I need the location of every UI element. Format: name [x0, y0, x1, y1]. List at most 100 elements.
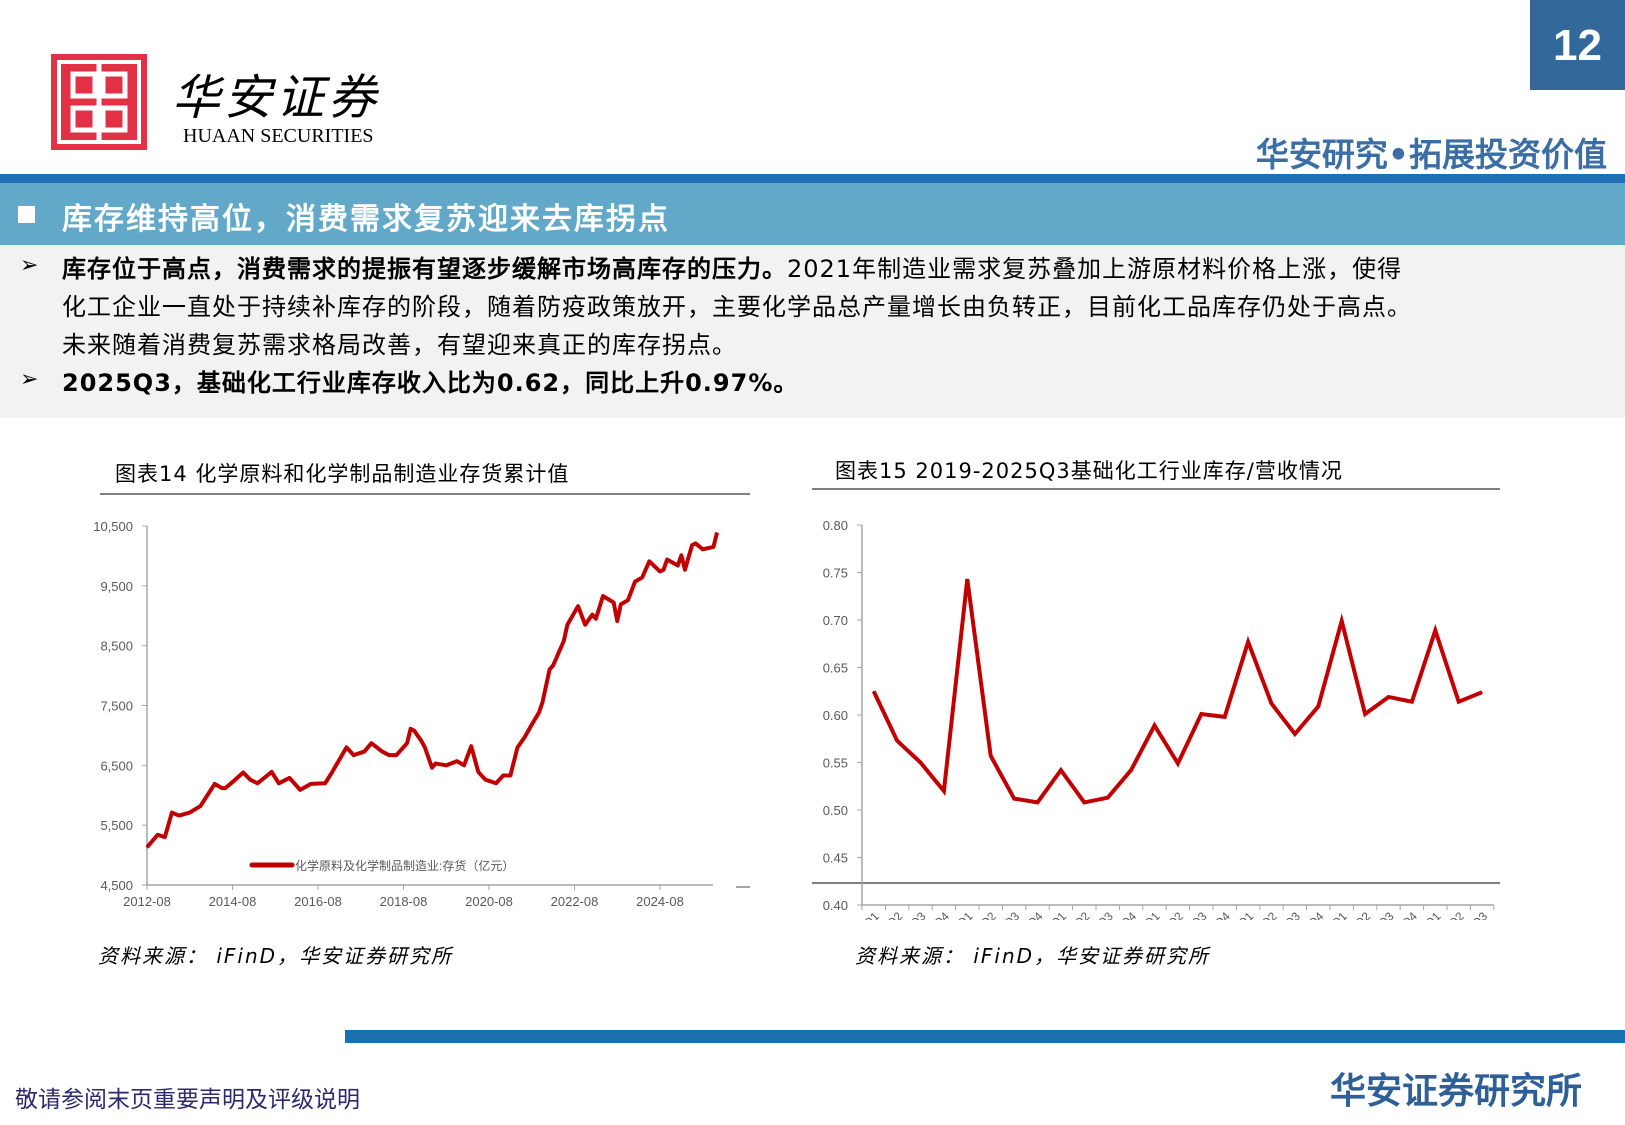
data-point — [584, 624, 586, 626]
data-point — [531, 724, 533, 726]
data-point — [1060, 769, 1062, 771]
data-point — [424, 746, 426, 748]
data-point — [591, 614, 593, 616]
data-point — [477, 771, 479, 773]
data-point — [691, 544, 693, 546]
data-point — [896, 740, 898, 742]
data-point — [1177, 762, 1179, 764]
right-chart-source: 资料来源： iFinD，华安证券研究所 — [855, 944, 1211, 968]
data-point — [634, 581, 636, 583]
footer-disclaimer: 敬请参阅末页重要声明及评级说明 — [15, 1087, 360, 1113]
left-chart: 4,500 5,500 6,500 7,500 8,500 9,500 10,500 2012… — [93, 519, 750, 909]
data-point — [517, 746, 518, 748]
data-point — [677, 564, 679, 566]
data-point — [502, 775, 504, 777]
x-tick-label: 2021Q4 — [1099, 909, 1139, 920]
data-point — [178, 815, 180, 817]
logo-chinese-name: 华安证券 — [172, 70, 381, 126]
data-point — [1154, 724, 1155, 726]
x-tick-label: 2020-08 — [465, 894, 513, 909]
x-tick-label: 2020Q1 — [935, 909, 975, 920]
y-tick-label: 0.65 — [823, 661, 848, 676]
left-chart-title: 图表14 化学原料和化学制品制造业存货累计值 — [115, 462, 570, 486]
y-tick-label: 0.60 — [823, 708, 848, 723]
y-tick-label: 0.50 — [823, 803, 848, 818]
data-point — [199, 805, 201, 807]
left-chart-title-rule — [100, 493, 750, 495]
data-point — [641, 576, 643, 578]
data-point — [289, 777, 290, 779]
data-point — [1317, 705, 1319, 707]
data-point — [435, 763, 437, 765]
data-point — [164, 836, 166, 838]
data-point — [388, 754, 390, 756]
data-point — [702, 548, 704, 550]
x-tick-label: 2021Q1 — [1029, 909, 1069, 920]
x-tick-label: 2024Q4 — [1380, 909, 1420, 920]
data-point — [648, 560, 650, 562]
data-point — [406, 742, 408, 744]
data-point — [920, 762, 921, 763]
x-tick-label: 2025Q3 — [1450, 909, 1490, 920]
data-point — [353, 754, 355, 756]
bullet-1-line-2: 化工企业一直处于持续补库存的阶段，随着防疫政策放开，主要化学品总产量增长由负转正… — [62, 293, 1412, 321]
data-point — [602, 595, 604, 597]
data-point — [1013, 798, 1015, 800]
data-point — [990, 755, 992, 757]
y-tick-label: 0.70 — [823, 613, 848, 628]
data-point — [659, 570, 661, 572]
data-point — [346, 746, 347, 748]
data-point — [299, 789, 301, 791]
data-point — [278, 782, 280, 784]
x-tick-label: 2019Q3 — [889, 909, 929, 920]
x-tick-label: 2024Q1 — [1310, 909, 1350, 920]
y-tick-label: 0.45 — [823, 851, 848, 866]
footer-bar — [345, 1030, 1625, 1043]
data-point — [271, 771, 273, 773]
data-point — [538, 712, 540, 714]
section-title: 库存维持高位，消费需求复苏迎来去库拐点 — [62, 202, 670, 237]
x-tick-label: 2024Q2 — [1333, 909, 1373, 920]
x-tick-label: 2025Q2 — [1427, 909, 1467, 920]
data-point — [712, 546, 714, 548]
y-tick-label: 8,500 — [100, 639, 133, 654]
header-divider — [0, 174, 1625, 183]
footer-brand: 华安证券研究所 — [1330, 1071, 1583, 1112]
data-point — [627, 599, 629, 601]
data-point — [563, 640, 565, 642]
data-point — [1247, 641, 1249, 643]
y-tick-label: 0.75 — [823, 566, 848, 581]
data-point — [370, 742, 372, 744]
data-point — [684, 569, 686, 571]
data-point — [410, 728, 412, 730]
data-point — [224, 787, 226, 789]
data-point — [509, 775, 511, 777]
x-tick-label: 2022-08 — [551, 894, 599, 909]
data-point — [1481, 691, 1483, 693]
data-point — [552, 664, 554, 666]
section-band — [0, 183, 1625, 245]
data-point — [324, 782, 326, 784]
x-tick-label: 2022Q2 — [1146, 909, 1186, 920]
data-point — [232, 781, 233, 783]
data-point — [463, 764, 465, 766]
data-point — [1341, 620, 1343, 622]
x-tick-label: 2023Q2 — [1240, 909, 1280, 920]
data-point — [616, 620, 618, 622]
data-point — [1388, 696, 1389, 698]
data-point — [214, 783, 216, 785]
right-chart-title-rule — [812, 488, 1500, 490]
x-tick-label: 2020Q2 — [959, 909, 999, 920]
x-tick-label: 2019Q4 — [912, 909, 952, 920]
data-point — [1107, 797, 1109, 799]
data-point — [456, 760, 458, 762]
bullet-2: 2025Q3，基础化工行业库存收入比为0.62，同比上升0.97%。 — [62, 369, 799, 397]
bullet-1-bold: 库存位于高点，消费需求的提振有望逐步缓解市场高库存的压力。 — [62, 255, 787, 283]
x-tick-label: 2012-08 — [123, 894, 171, 909]
data-point — [666, 559, 668, 561]
data-point — [1130, 769, 1132, 771]
x-tick-label: 2021Q3 — [1076, 909, 1116, 920]
data-point — [620, 603, 622, 605]
data-point — [1271, 703, 1272, 705]
data-point — [495, 782, 497, 784]
